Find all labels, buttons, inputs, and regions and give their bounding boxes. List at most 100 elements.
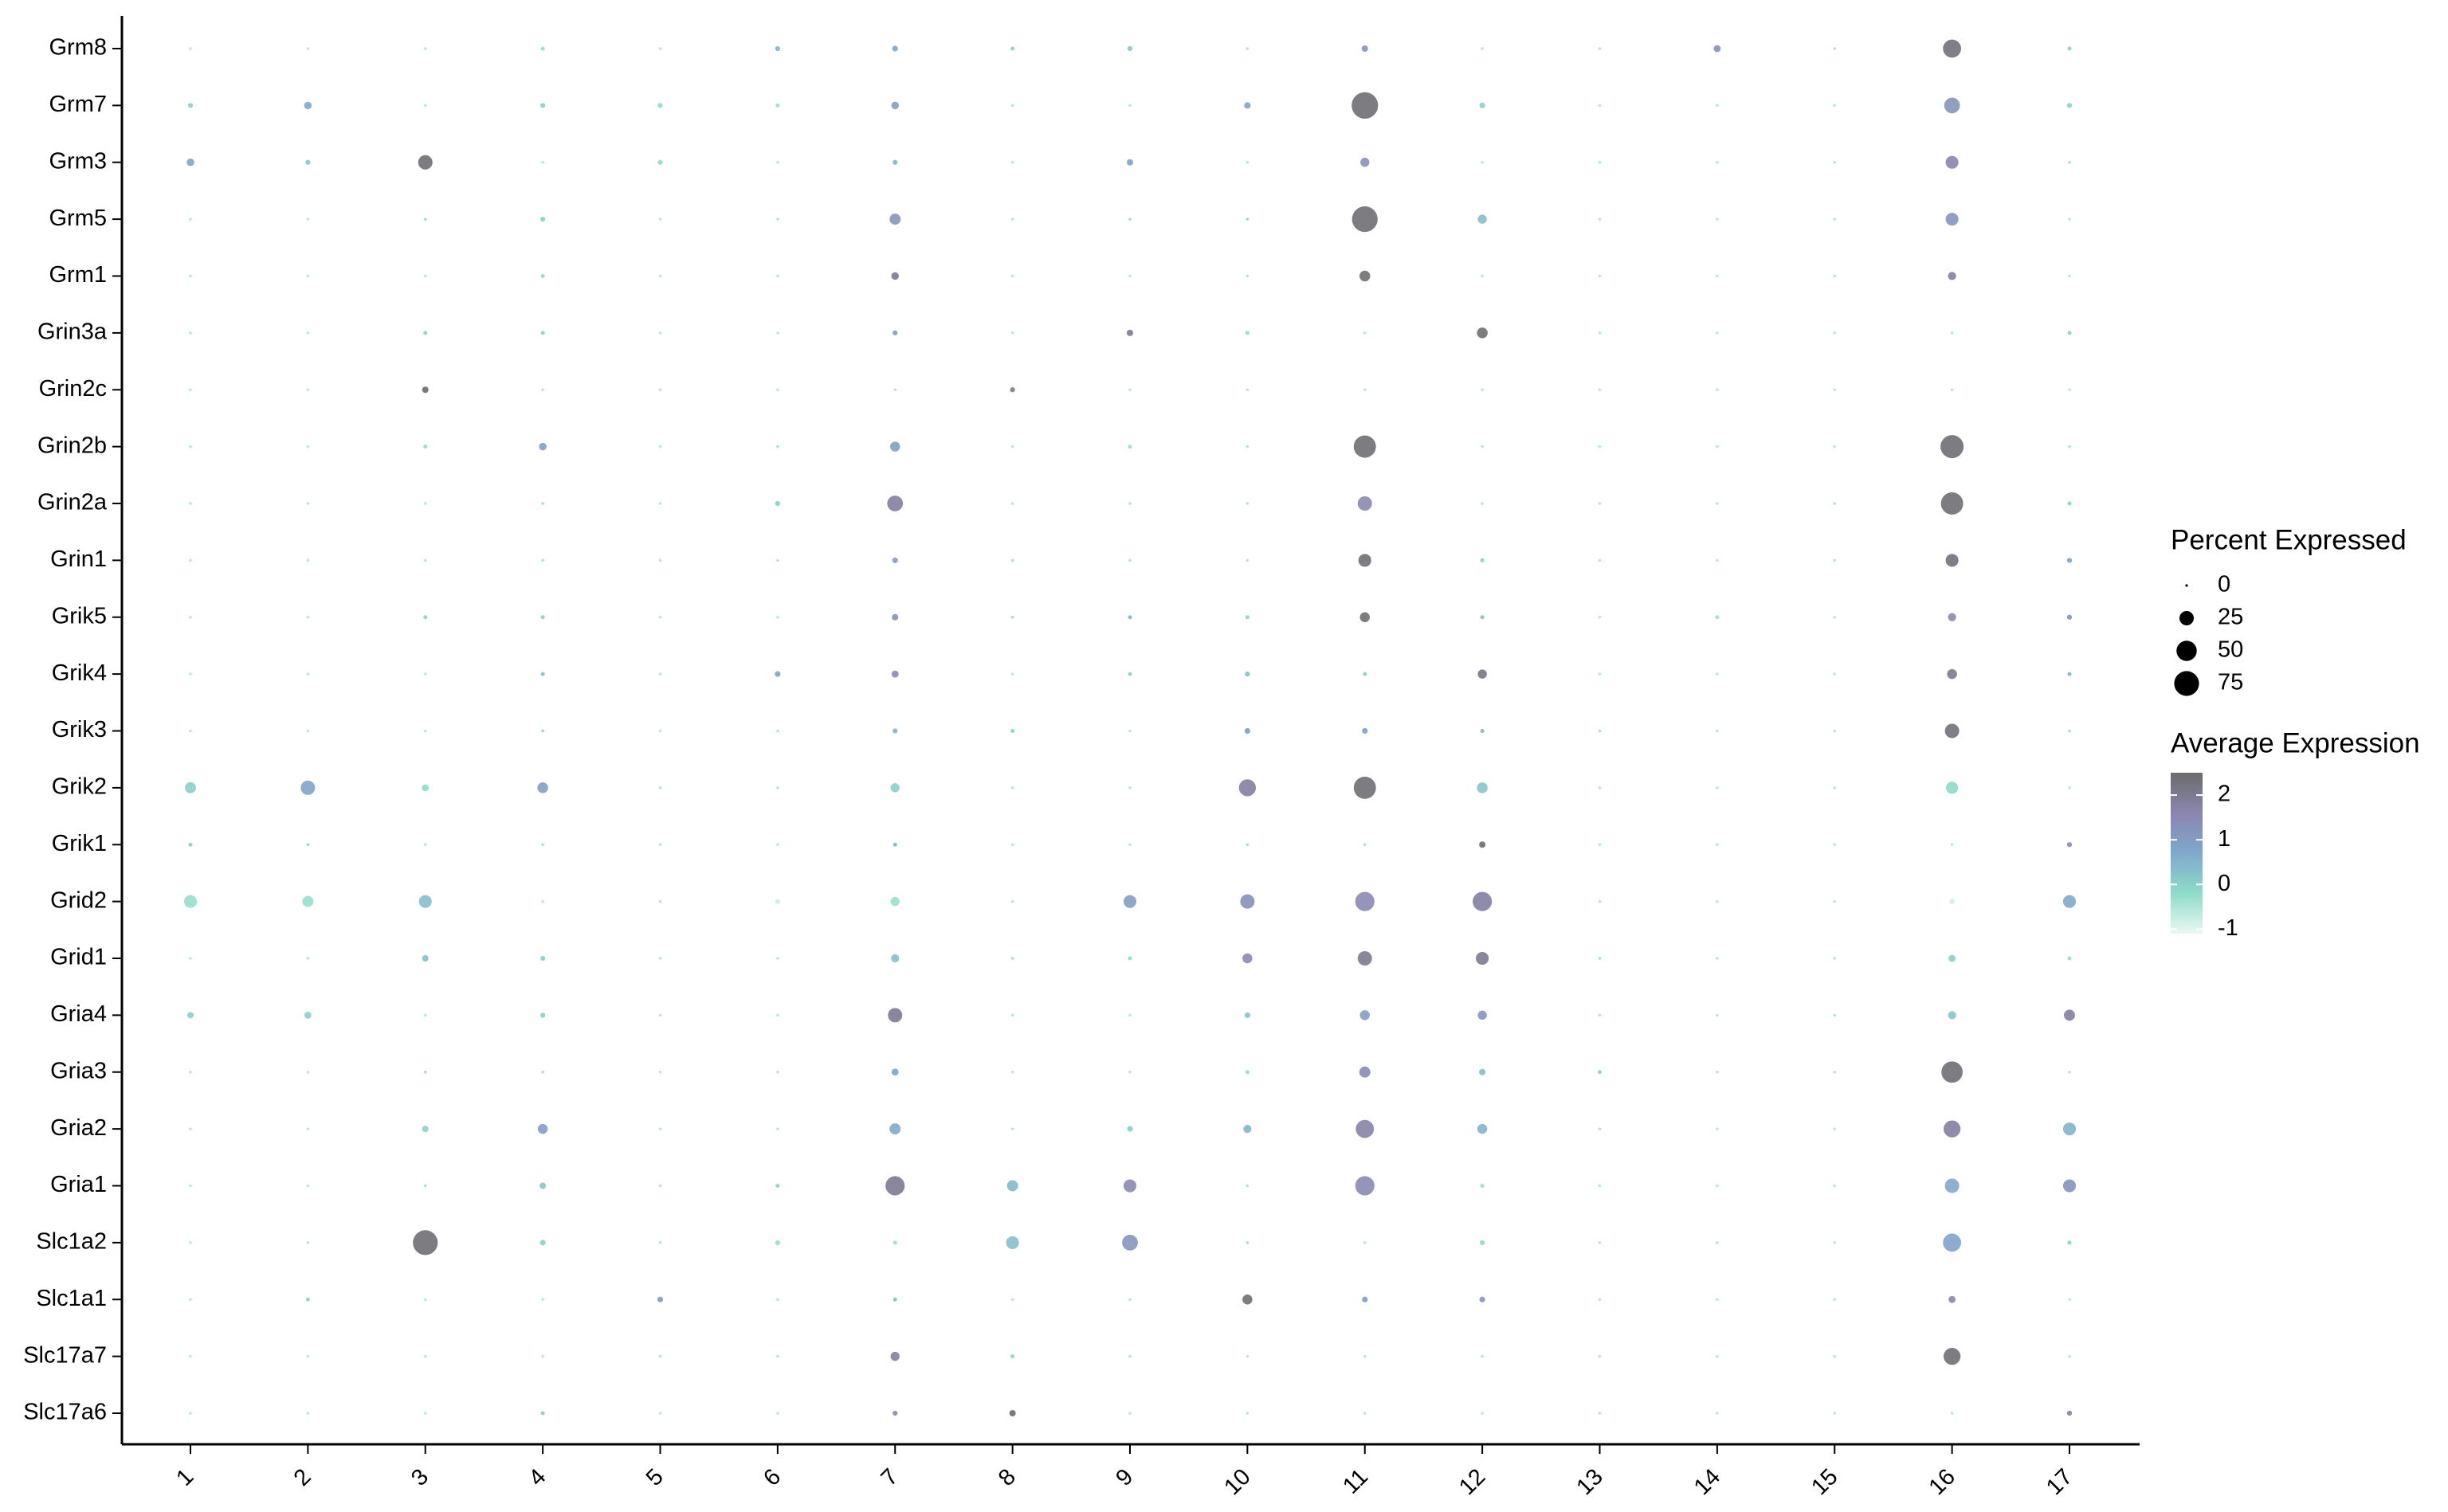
dot (1246, 217, 1250, 221)
x-tick-label: 12 (1454, 1464, 1490, 1500)
dot (1244, 102, 1251, 109)
dot (306, 615, 310, 619)
dot (1127, 45, 1133, 52)
dot (1943, 39, 1962, 58)
dot (306, 331, 310, 335)
dot (1357, 951, 1372, 966)
dot (306, 47, 310, 50)
dot (658, 388, 662, 392)
dot (1359, 270, 1371, 282)
dot (423, 1298, 427, 1302)
x-tick-label: 5 (641, 1464, 669, 1491)
dot (1716, 899, 1719, 903)
dot (1128, 1070, 1132, 1074)
dot (776, 388, 779, 392)
dot (1944, 97, 1960, 114)
size-legend-label: 25 (2218, 605, 2243, 630)
y-tick-label: Grm3 (49, 148, 108, 174)
dot (1480, 615, 1485, 620)
dot (541, 1354, 544, 1358)
dot (1245, 1070, 1250, 1075)
dot (1945, 155, 1959, 169)
dot (1833, 1298, 1837, 1302)
dot (1010, 274, 1014, 278)
dot (1010, 899, 1014, 903)
size-legend-label: 75 (2218, 670, 2243, 695)
dot (2067, 331, 2072, 335)
y-tick-label: Grik3 (52, 717, 107, 742)
dot (658, 502, 662, 505)
dot (1246, 388, 1250, 392)
dot (541, 160, 544, 164)
dot (2067, 501, 2072, 506)
y-tick-label: Grik2 (52, 774, 107, 800)
dot (658, 445, 662, 449)
dot (658, 558, 662, 562)
dot (1716, 104, 1719, 108)
dot (302, 895, 314, 907)
dot (2068, 1354, 2071, 1358)
dot (1948, 613, 1956, 621)
dot (1833, 47, 1837, 50)
dot (891, 1068, 899, 1076)
dot (423, 502, 427, 505)
dot (1246, 1354, 1250, 1358)
dot (889, 1123, 901, 1135)
y-tick-label: Grin2c (39, 376, 107, 402)
dot (2066, 614, 2073, 620)
dot (423, 47, 427, 50)
dot (1833, 331, 1837, 335)
dot (776, 1412, 779, 1415)
dot (1122, 1235, 1138, 1251)
dot (418, 895, 432, 908)
x-tick-label: 3 (406, 1464, 434, 1491)
dot (423, 615, 428, 620)
dot (892, 613, 899, 621)
dot (776, 957, 779, 960)
dot (1246, 445, 1250, 449)
dot (1123, 1179, 1137, 1193)
dot (1353, 776, 1376, 799)
dot (658, 1013, 662, 1017)
dot (541, 1298, 544, 1302)
dot (1128, 615, 1132, 620)
dot (1010, 728, 1015, 734)
x-tick-label: 16 (1924, 1464, 1960, 1500)
dot (1716, 274, 1719, 278)
dot (891, 954, 900, 963)
dot (1010, 104, 1014, 108)
dot (540, 615, 545, 620)
y-tick-label: Slc17a6 (23, 1400, 107, 1425)
dot (1598, 217, 1602, 221)
dot (776, 160, 779, 164)
dot (1355, 1176, 1375, 1196)
colorbar-label: -1 (2218, 915, 2238, 941)
dot (2066, 1410, 2073, 1416)
y-tick-label: Grm1 (49, 262, 108, 288)
dot (306, 558, 310, 562)
dot (1010, 786, 1014, 789)
dot (658, 331, 662, 335)
dot (540, 331, 545, 335)
dot (422, 1126, 429, 1133)
dot (776, 786, 779, 789)
dot (1010, 1298, 1014, 1302)
dot (189, 615, 192, 619)
dot (1010, 1127, 1014, 1130)
dot (658, 1412, 662, 1415)
dot (1833, 558, 1837, 562)
dot (658, 47, 662, 50)
dot (1010, 502, 1014, 505)
dot (1473, 891, 1493, 911)
dot (1833, 160, 1837, 164)
dot (1716, 502, 1719, 505)
dot (1833, 1241, 1837, 1244)
dot (1244, 1012, 1250, 1018)
dot (1716, 1013, 1719, 1017)
y-tick-label: Slc1a1 (36, 1286, 107, 1311)
dot (885, 1176, 905, 1196)
dot (1355, 891, 1375, 911)
dot (306, 957, 310, 960)
dot (1128, 1298, 1132, 1302)
dot (1246, 502, 1250, 505)
